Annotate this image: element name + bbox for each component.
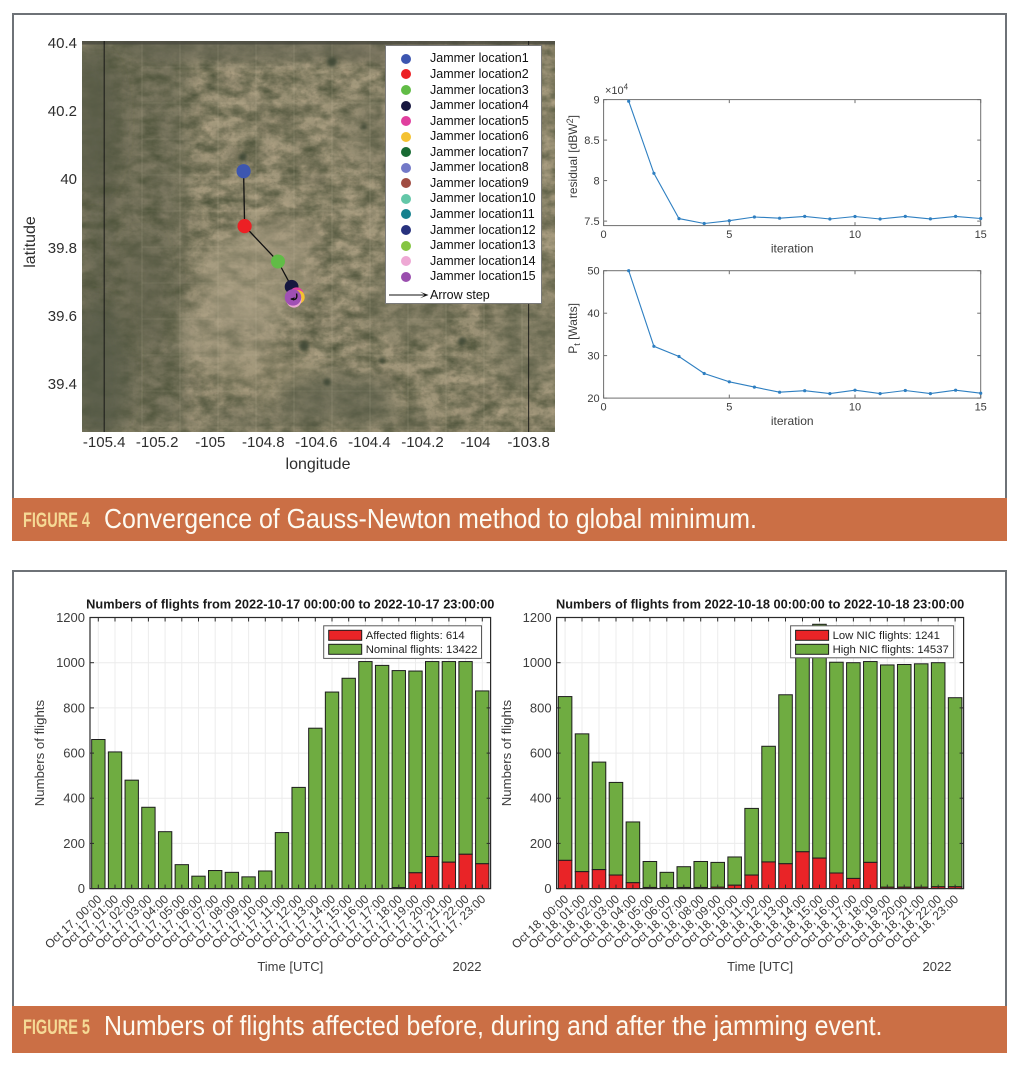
svg-text:0: 0 [601, 402, 607, 414]
svg-text:Numbers of flights from 2022-1: Numbers of flights from 2022-10-17 00:00… [86, 597, 494, 612]
svg-text:iteration: iteration [771, 242, 814, 256]
svg-text:8.5: 8.5 [584, 135, 599, 147]
svg-text:1000: 1000 [523, 655, 552, 670]
svg-text:30: 30 [587, 351, 599, 363]
svg-text:Pt [Watts]: Pt [Watts] [566, 303, 582, 354]
svg-text:1200: 1200 [523, 610, 552, 625]
svg-text:800: 800 [63, 700, 85, 715]
svg-text:2022: 2022 [923, 959, 952, 974]
svg-text:Numbers of flights: Numbers of flights [32, 700, 47, 807]
svg-text:200: 200 [63, 836, 85, 851]
svg-text:5: 5 [726, 229, 732, 241]
svg-text:1000: 1000 [56, 655, 85, 670]
svg-text:×104: ×104 [605, 83, 629, 98]
svg-text:15: 15 [975, 229, 987, 241]
svg-text:600: 600 [63, 746, 85, 761]
svg-text:8: 8 [593, 176, 599, 188]
svg-text:Low NIC flights: 1241: Low NIC flights: 1241 [833, 630, 940, 642]
svg-text:Affected flights: 614: Affected flights: 614 [366, 630, 465, 642]
svg-text:50: 50 [587, 266, 599, 278]
svg-text:Time [UTC]: Time [UTC] [727, 959, 793, 974]
svg-text:200: 200 [530, 836, 552, 851]
svg-text:20: 20 [587, 393, 599, 405]
svg-text:10: 10 [849, 402, 861, 414]
svg-text:600: 600 [530, 746, 552, 761]
svg-text:400: 400 [63, 791, 85, 806]
svg-text:400: 400 [530, 791, 552, 806]
svg-text:0: 0 [544, 881, 551, 896]
svg-text:40: 40 [587, 308, 599, 320]
svg-text:0: 0 [78, 881, 85, 896]
svg-text:iteration: iteration [771, 414, 814, 428]
svg-text:5: 5 [726, 402, 732, 414]
svg-text:Time [UTC]: Time [UTC] [257, 959, 323, 974]
svg-text:15: 15 [975, 402, 987, 414]
svg-text:High NIC flights: 14537: High NIC flights: 14537 [833, 644, 949, 656]
svg-text:residual [dBW2]: residual [dBW2] [565, 115, 580, 198]
svg-text:9: 9 [593, 95, 599, 107]
svg-text:Nominal flights: 13422: Nominal flights: 13422 [366, 644, 478, 656]
svg-text:7.5: 7.5 [584, 216, 599, 228]
svg-text:1200: 1200 [56, 610, 85, 625]
svg-text:0: 0 [601, 229, 607, 241]
svg-text:Numbers of flights from 2022-1: Numbers of flights from 2022-10-18 00:00… [556, 597, 964, 612]
svg-text:2022: 2022 [453, 959, 482, 974]
svg-text:Numbers of flights: Numbers of flights [500, 700, 514, 807]
svg-text:800: 800 [530, 700, 552, 715]
svg-text:10: 10 [849, 229, 861, 241]
